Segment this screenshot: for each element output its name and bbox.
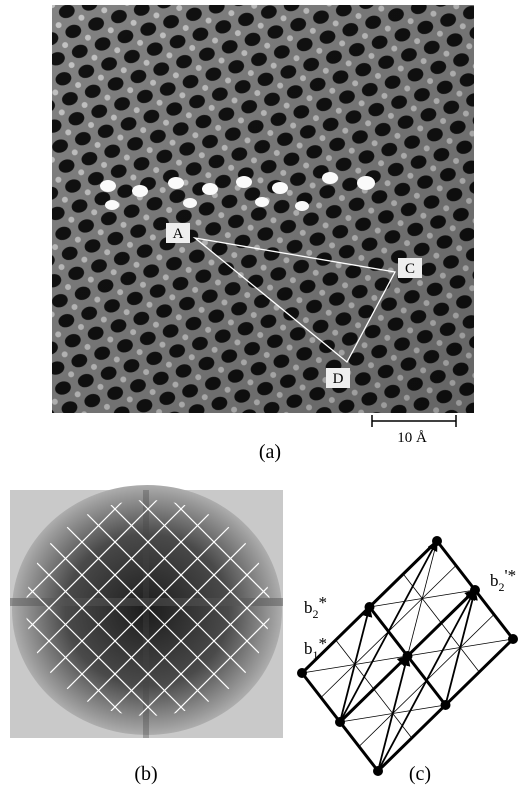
panel-label: (a)	[259, 441, 281, 463]
lattice-point	[403, 651, 413, 661]
panel-c: (c) b2* b1* b2'*	[297, 536, 518, 785]
lattice-point	[432, 536, 442, 546]
vector-arrow	[340, 656, 408, 722]
lattice-point	[365, 602, 375, 612]
vector-label: b2'*	[490, 566, 516, 594]
vector-arrow	[446, 590, 476, 705]
lattice-point	[441, 700, 451, 710]
panel-label: (c)	[409, 763, 431, 785]
point-label: C	[405, 261, 415, 277]
vector-arrow	[378, 656, 408, 771]
point-label: D	[333, 371, 344, 387]
cell-midline	[403, 574, 441, 623]
vector-arrow	[340, 541, 437, 722]
page: A C D 10 Å (a) (b) (c) b2* b1* b2'* (() …	[0, 0, 529, 794]
scale-bar	[372, 415, 456, 427]
lattice-point	[508, 634, 518, 644]
panel-a: A C D 10 Å (a)	[52, 5, 474, 463]
vector-arrow	[408, 590, 476, 656]
lattice-point	[470, 585, 480, 595]
scale-label: 10 Å	[397, 430, 427, 446]
vector-arrow	[378, 590, 475, 771]
panel-label: (b)	[134, 763, 157, 785]
vector-arrow	[340, 607, 370, 722]
point-label: A	[173, 226, 184, 242]
lattice-point	[373, 766, 383, 776]
lattice-point	[297, 668, 307, 678]
lattice-point	[335, 717, 345, 727]
figure: A C D 10 Å (a) (b) (c) b2* b1* b2'*	[0, 0, 529, 794]
vector-label: b2*	[304, 593, 327, 621]
fft-streak	[143, 490, 149, 738]
